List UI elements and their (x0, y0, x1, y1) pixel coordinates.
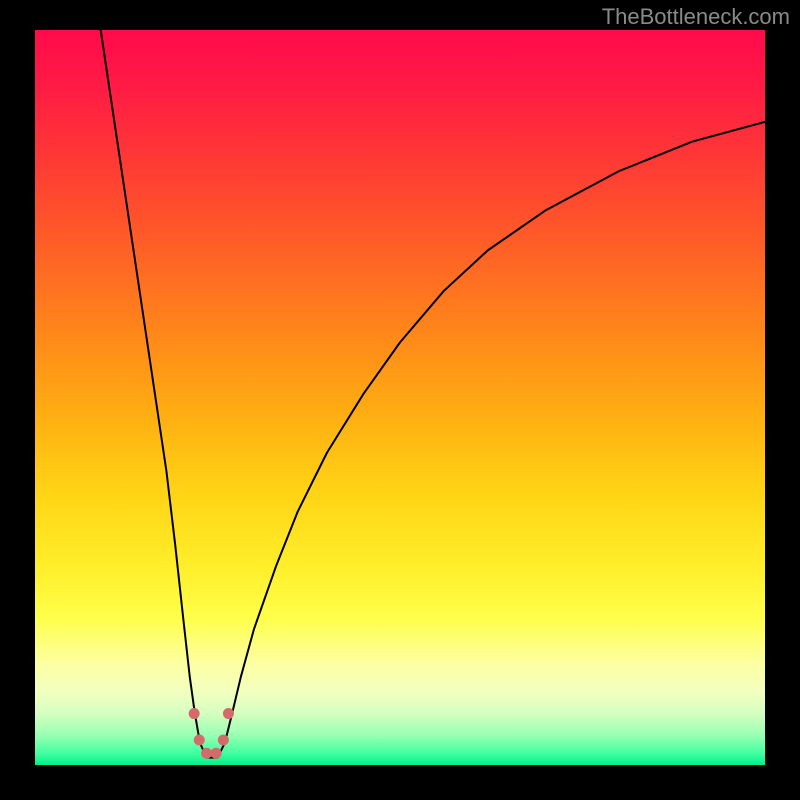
plot-svg (35, 30, 765, 765)
highlight-dot (218, 735, 229, 746)
highlight-dot (223, 708, 234, 719)
highlight-dot (194, 735, 205, 746)
chart-container: TheBottleneck.com (0, 0, 800, 800)
watermark-text: TheBottleneck.com (602, 4, 790, 30)
plot-area (35, 30, 765, 765)
highlight-dot (211, 748, 222, 759)
highlight-dot (189, 708, 200, 719)
highlight-dot (201, 748, 212, 759)
gradient-background (35, 30, 765, 765)
